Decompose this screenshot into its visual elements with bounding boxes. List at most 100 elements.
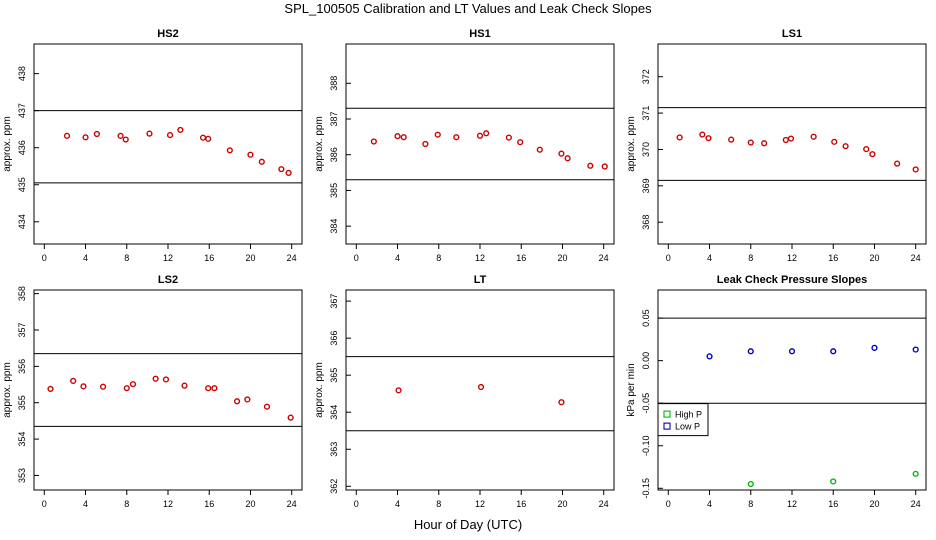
data-point — [244, 396, 251, 403]
data-point — [177, 126, 184, 134]
panel-title: Leak Check Pressure Slopes — [717, 274, 867, 286]
x-tick-label: 12 — [475, 253, 485, 263]
data-point — [394, 133, 401, 140]
y-axis-label: kPa per min — [626, 363, 637, 416]
data-point — [205, 385, 212, 392]
y-tick-label: -0.05 — [641, 393, 651, 414]
x-tick-label: 0 — [354, 499, 359, 509]
x-tick-label: 0 — [666, 253, 671, 263]
y-tick-label: 388 — [329, 76, 339, 91]
y-axis-label: approx. ppm — [314, 116, 325, 172]
plot-frame — [33, 289, 303, 491]
y-tick-label: 369 — [641, 178, 651, 193]
main-title: SPL_100505 Calibration and LT Values and… — [284, 1, 652, 16]
data-point — [395, 387, 402, 394]
x-tick-label: 0 — [42, 253, 47, 263]
x-tick-label: 16 — [516, 253, 526, 263]
data-point — [505, 134, 512, 141]
x-tick-label: 16 — [828, 253, 838, 263]
y-tick-label: 0.00 — [641, 352, 651, 370]
panel-6: Leak Check Pressure Slopes kPa per min 0 4 8… — [626, 274, 927, 509]
data-point — [706, 353, 713, 360]
y-tick-label: 367 — [329, 294, 339, 309]
y-tick-label: 438 — [17, 66, 27, 81]
y-tick-label: 435 — [17, 177, 27, 192]
data-point — [761, 140, 768, 147]
x-tick-label: 16 — [828, 499, 838, 509]
plot-frame — [345, 43, 615, 245]
x-tick-label: 12 — [787, 253, 797, 263]
y-tick-label: -0.10 — [641, 435, 651, 456]
data-point — [70, 377, 77, 385]
data-point — [912, 470, 919, 477]
x-tick-label: 0 — [42, 499, 47, 509]
panel-4: LS2 approx. ppm 0 4 8 12 16 20 24 353 354 355 356 357… — [2, 274, 303, 509]
x-tick-label: 24 — [911, 499, 921, 509]
data-point — [285, 169, 292, 176]
y-tick-label: 371 — [641, 106, 651, 121]
y-tick-label: 354 — [17, 432, 27, 447]
data-point — [747, 139, 754, 146]
x-tick-label: 20 — [557, 253, 567, 263]
x-tick-label: 8 — [124, 253, 129, 263]
data-point — [517, 139, 524, 146]
x-tick-label: 24 — [599, 499, 609, 509]
y-tick-label: 355 — [17, 395, 27, 410]
x-tick-label: 20 — [869, 253, 879, 263]
data-point — [782, 136, 789, 144]
data-point — [728, 136, 735, 143]
data-point — [247, 151, 254, 158]
y-tick-label: 385 — [329, 183, 339, 198]
y-tick-label: -0.15 — [641, 478, 651, 499]
x-tick-label: 12 — [163, 499, 173, 509]
y-axis-label: approx. ppm — [626, 116, 637, 172]
x-tick-label: 8 — [124, 499, 129, 509]
x-tick-label: 4 — [83, 499, 88, 509]
data-point — [211, 385, 218, 392]
panel-title: LT — [474, 274, 487, 286]
data-point — [47, 385, 54, 393]
data-point — [93, 130, 100, 138]
x-tick-label: 20 — [869, 499, 879, 509]
x-tick-label: 0 — [354, 253, 359, 263]
y-tick-label: 384 — [329, 219, 339, 234]
x-tick-label: 4 — [707, 253, 712, 263]
y-tick-label: 372 — [641, 69, 651, 84]
data-point — [705, 135, 712, 142]
data-point — [233, 398, 241, 405]
x-axis-label: Hour of Day (UTC) — [413, 517, 523, 532]
x-tick-label: 4 — [395, 499, 400, 509]
data-point — [476, 132, 484, 139]
data-point — [830, 348, 837, 355]
plot-frame — [345, 289, 615, 491]
data-point — [122, 136, 129, 143]
x-tick-label: 8 — [436, 499, 441, 509]
y-tick-label: 437 — [17, 103, 27, 118]
y-tick-label: 358 — [17, 286, 27, 301]
data-point — [699, 131, 706, 138]
data-point — [601, 163, 608, 170]
data-point — [278, 166, 285, 173]
data-point — [912, 166, 919, 173]
data-point — [263, 403, 271, 410]
data-point — [152, 375, 159, 382]
data-point — [869, 151, 876, 158]
y-tick-label: 387 — [329, 111, 339, 126]
panel-2: HS1 approx. ppm 0 4 8 12 16 20 24 384 385 386 387 388 — [314, 28, 615, 263]
y-tick-label: 368 — [641, 215, 651, 230]
x-tick-label: 0 — [666, 499, 671, 509]
data-point — [483, 130, 490, 137]
data-point — [123, 385, 130, 392]
x-tick-label: 20 — [245, 253, 255, 263]
data-point — [146, 130, 153, 137]
y-tick-label: 0.05 — [641, 309, 651, 327]
data-point — [199, 134, 207, 141]
x-tick-label: 24 — [287, 499, 297, 509]
data-point — [863, 145, 870, 153]
panel-1: HS2 approx. ppm 0 4 8 12 16 20 24 434 435 436 437 438 — [2, 28, 303, 263]
data-point — [287, 414, 294, 421]
data-point — [117, 132, 124, 139]
data-point — [564, 155, 571, 162]
data-point — [162, 376, 170, 383]
y-axis-label: approx. ppm — [314, 362, 325, 418]
